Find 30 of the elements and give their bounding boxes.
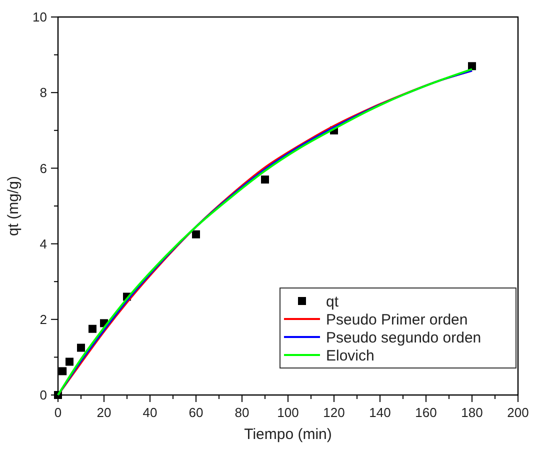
- y-tick-label: 4: [40, 236, 47, 252]
- y-tick-label: 0: [40, 388, 47, 403]
- legend-label: qt: [326, 293, 340, 310]
- x-tick-label: 100: [277, 405, 299, 420]
- y-tick-label: 10: [32, 10, 47, 25]
- point: [77, 344, 85, 352]
- point: [88, 324, 96, 333]
- x-tick-label: 180: [461, 405, 483, 420]
- legend-label: Pseudo segundo orden: [326, 329, 482, 346]
- point: [58, 367, 67, 376]
- point: [66, 358, 74, 366]
- legend-label: Pseudo Primer orden: [326, 311, 468, 328]
- x-tick-label: 200: [507, 405, 529, 420]
- point: [192, 230, 200, 238]
- y-axis-title: qt (mg/g): [5, 176, 22, 236]
- y-tick-label: 6: [40, 160, 47, 176]
- x-axis-title: Tiempo (min): [244, 426, 332, 443]
- x-tick-label: 120: [323, 405, 345, 420]
- x-tick-label: 20: [96, 405, 112, 420]
- y-tick-label: 8: [40, 85, 47, 100]
- x-tick-label: 160: [415, 405, 437, 420]
- x-tick-label: 60: [188, 405, 204, 420]
- x-tick-label: 0: [54, 405, 62, 420]
- x-tick-label: 40: [142, 405, 158, 420]
- y-tick-label: 2: [40, 312, 47, 327]
- x-tick-label: 140: [369, 405, 391, 420]
- point: [468, 62, 476, 70]
- point: [261, 176, 269, 184]
- x-tick-label: 80: [234, 405, 250, 420]
- legend-label: Elovich: [326, 347, 374, 364]
